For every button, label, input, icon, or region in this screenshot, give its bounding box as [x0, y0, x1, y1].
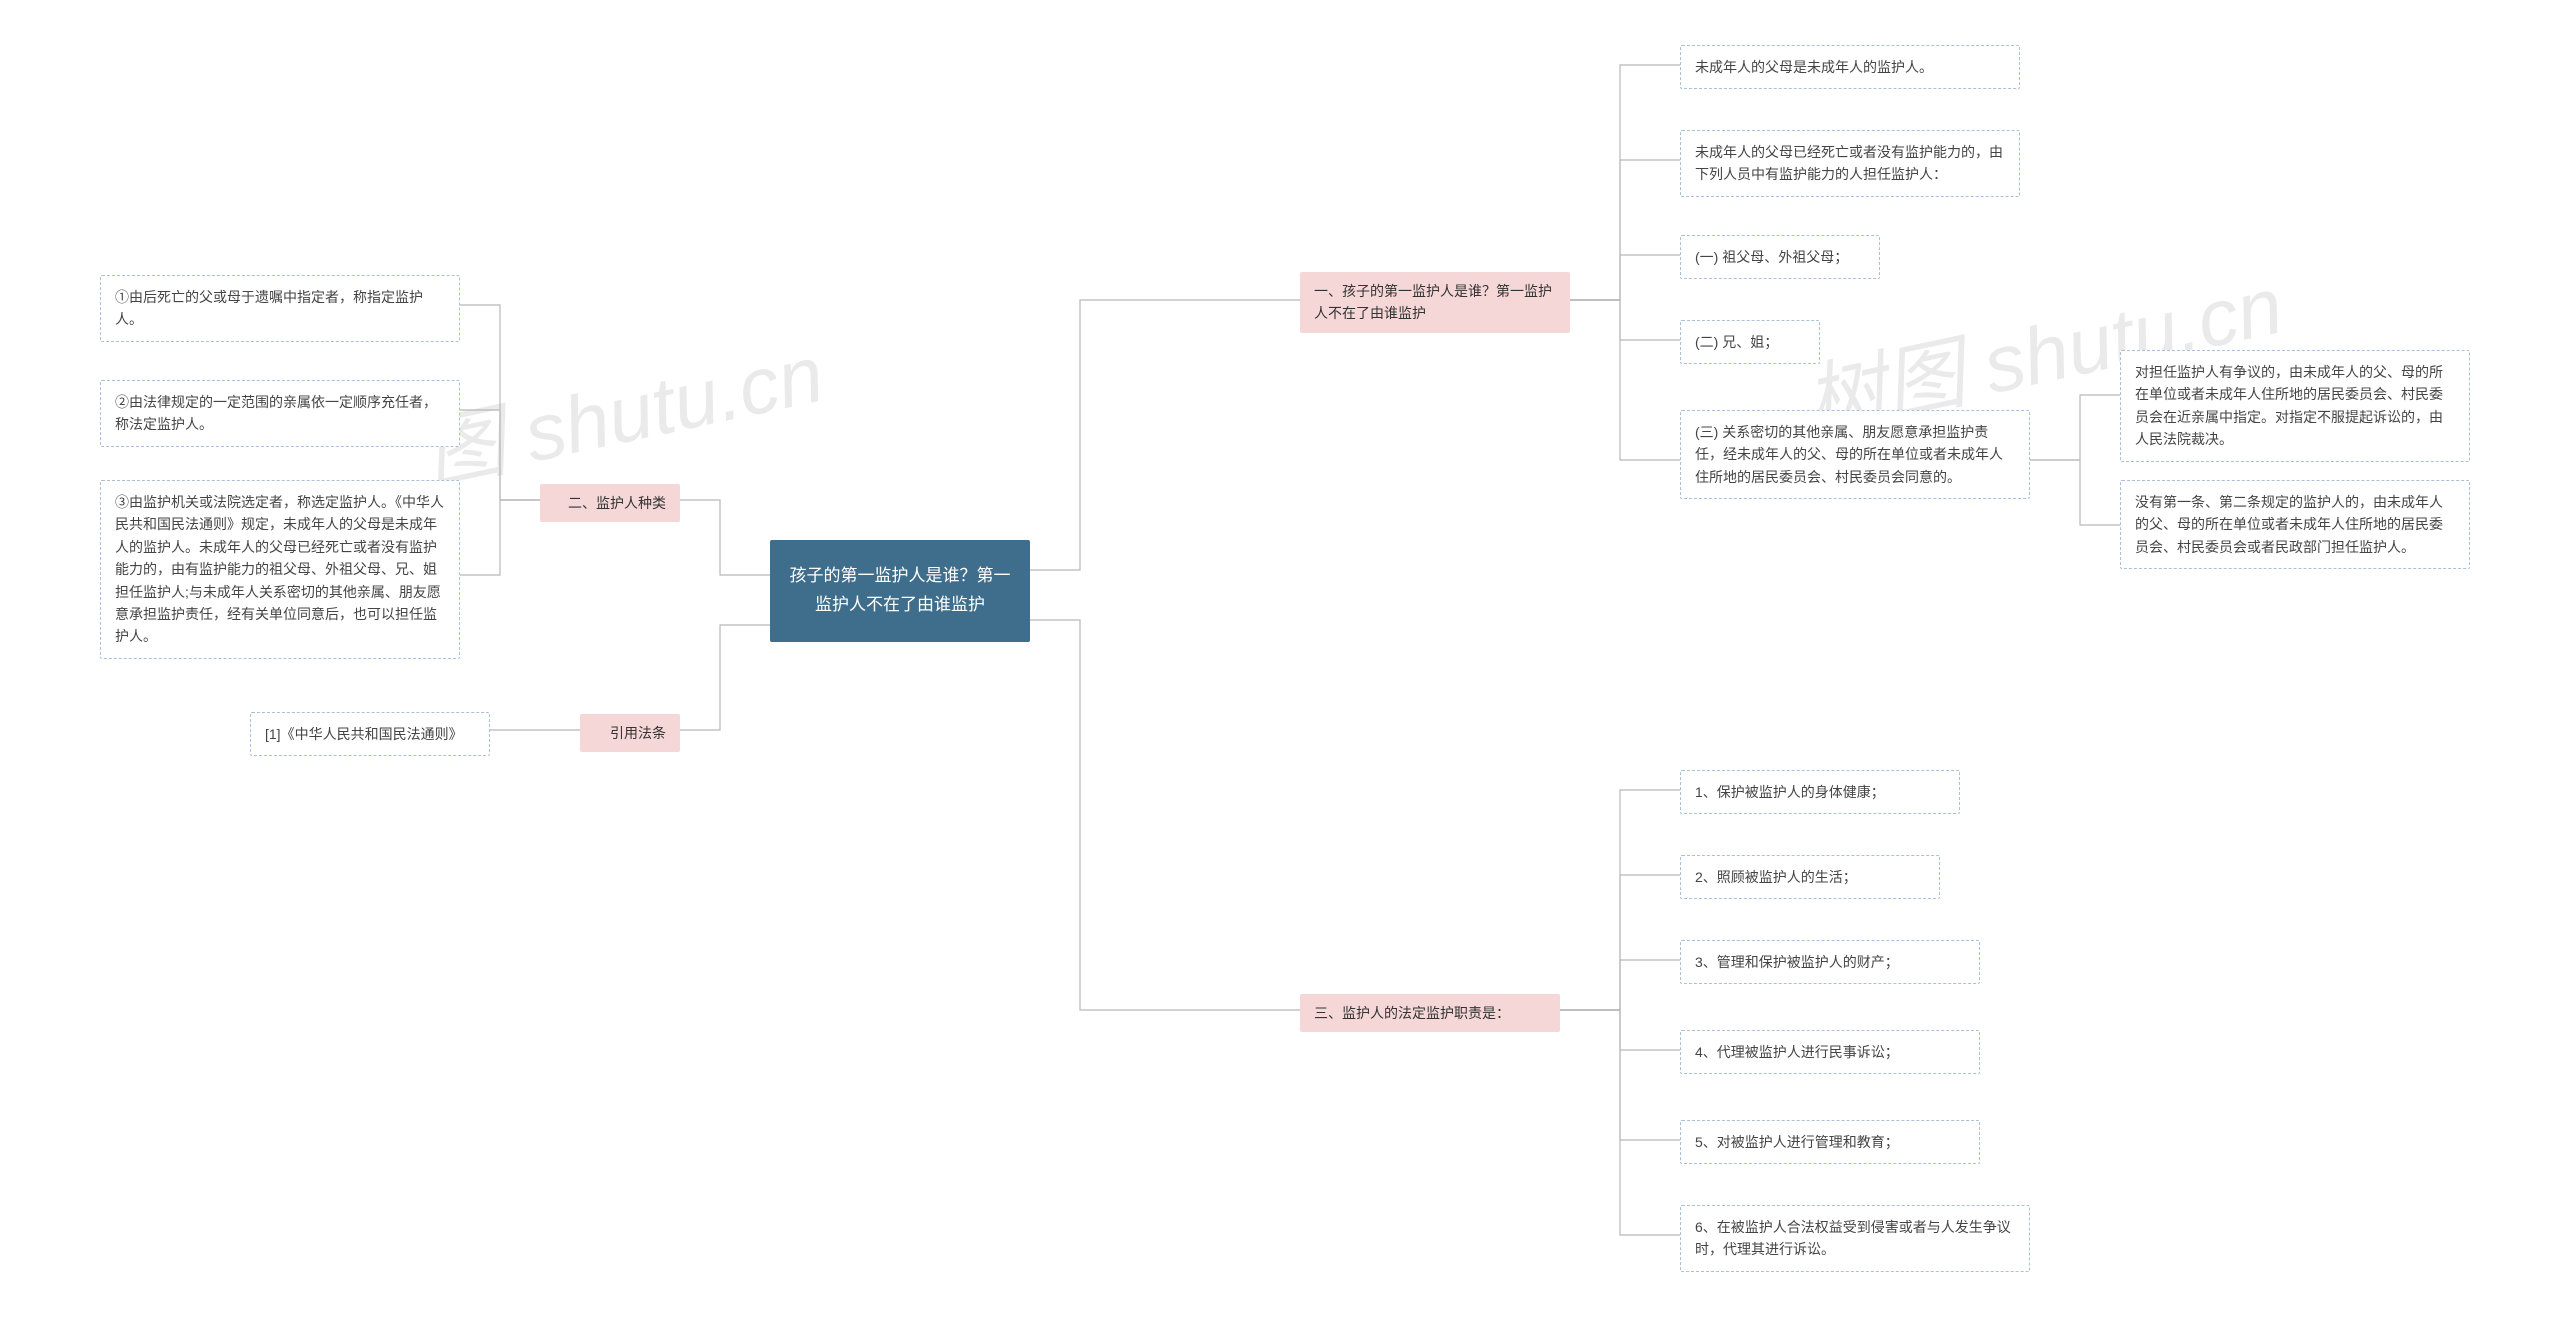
branch-section-1: 一、孩子的第一监护人是谁？第一监护人不在了由谁监护 — [1300, 272, 1570, 333]
leaf-3-5: 5、对被监护人进行管理和教育； — [1680, 1120, 1980, 1164]
leaf-1-5b: 没有第一条、第二条规定的监护人的，由未成年人的父、母的所在单位或者未成年人住所地… — [2120, 480, 2470, 569]
leaf-1-5: (三) 关系密切的其他亲属、朋友愿意承担监护责任，经未成年人的父、母的所在单位或… — [1680, 410, 2030, 499]
leaf-2-2: ②由法律规定的一定范围的亲属依一定顺序充任者，称法定监护人。 — [100, 380, 460, 447]
leaf-4-1: [1]《中华人民共和国民法通则》 — [250, 712, 490, 756]
leaf-2-3: ③由监护机关或法院选定者，称选定监护人。《中华人民共和国民法通则》规定，未成年人… — [100, 480, 460, 659]
leaf-1-5a: 对担任监护人有争议的，由未成年人的父、母的所在单位或者未成年人住所地的居民委员会… — [2120, 350, 2470, 462]
leaf-3-1: 1、保护被监护人的身体健康； — [1680, 770, 1960, 814]
branch-section-2: 二、监护人种类 — [540, 484, 680, 522]
leaf-3-6: 6、在被监护人合法权益受到侵害或者与人发生争议时，代理其进行诉讼。 — [1680, 1205, 2030, 1272]
leaf-1-1: 未成年人的父母是未成年人的监护人。 — [1680, 45, 2020, 89]
root-node: 孩子的第一监护人是谁？第一监护人不在了由谁监护 — [770, 540, 1030, 642]
leaf-1-4: (二) 兄、姐； — [1680, 320, 1820, 364]
branch-section-3: 三、监护人的法定监护职责是： — [1300, 994, 1560, 1032]
leaf-1-2: 未成年人的父母已经死亡或者没有监护能力的，由下列人员中有监护能力的人担任监护人： — [1680, 130, 2020, 197]
connector-layer — [0, 0, 2560, 1333]
leaf-3-4: 4、代理被监护人进行民事诉讼； — [1680, 1030, 1980, 1074]
leaf-3-2: 2、照顾被监护人的生活； — [1680, 855, 1940, 899]
branch-section-4: 引用法条 — [580, 714, 680, 752]
leaf-3-3: 3、管理和保护被监护人的财产； — [1680, 940, 1980, 984]
watermark-left: 图 shutu.cn — [412, 309, 832, 507]
leaf-2-1: ①由后死亡的父或母于遗嘱中指定者，称指定监护人。 — [100, 275, 460, 342]
leaf-1-3: (一) 祖父母、外祖父母； — [1680, 235, 1880, 279]
